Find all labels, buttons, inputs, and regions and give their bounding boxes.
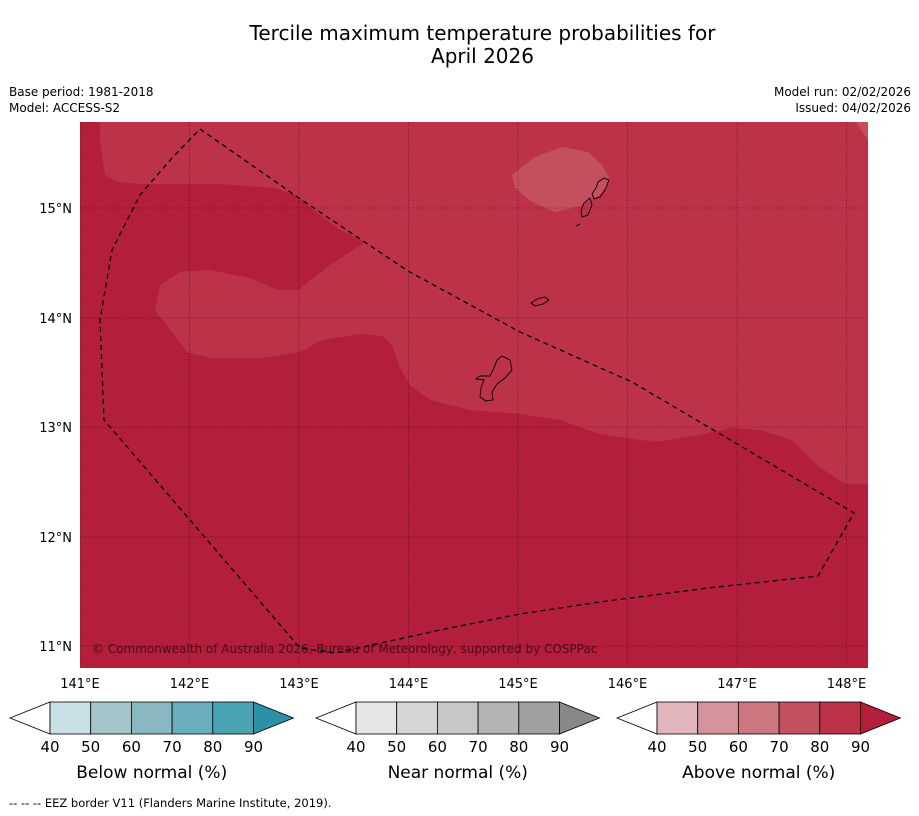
colorbar-segment — [212, 701, 254, 735]
title-line-1: Tercile maximum temperature probabilitie… — [249, 21, 716, 45]
colorbar-tick-label: 90 — [244, 738, 263, 756]
lat-tick-label: 14°N — [39, 312, 72, 327]
map-region-70-patch — [512, 147, 610, 212]
map-area: © Commonwealth of Australia 2026, Bureau… — [80, 122, 868, 668]
title-line-2: April 2026 — [431, 44, 534, 68]
model-run: Model run: 02/02/2026 — [773, 85, 911, 99]
island-aguijan — [575, 223, 581, 227]
colorbar-tick-label: 90 — [550, 738, 569, 756]
colorbar-label: Near normal (%) — [388, 763, 528, 783]
colorbar-segment — [355, 701, 398, 735]
colorbar-tick-label: 70 — [163, 738, 182, 756]
colorbar-extend-low — [8, 701, 51, 735]
colorbar-segment — [49, 701, 92, 735]
eez-border — [99, 128, 855, 654]
colorbar-segment — [697, 701, 739, 735]
colorbar-tick-label: 70 — [469, 738, 488, 756]
island-rota — [530, 296, 550, 307]
lat-tick-label: 15°N — [39, 202, 72, 217]
gridlines — [80, 122, 868, 668]
colorbar-tick-label: 40 — [647, 738, 666, 756]
lon-axis-labels: 141°E 142°E 143°E 144°E 145°E 146°E 147°E 148°E — [60, 677, 866, 692]
lon-tick-label: 148°E — [827, 677, 867, 692]
map-region-80-north — [100, 122, 868, 484]
colorbar-extend-low — [615, 701, 658, 735]
colorbar-label: Above normal (%) — [682, 763, 835, 783]
colorbar-tick-label: 60 — [428, 738, 447, 756]
colorbar-segment — [738, 701, 780, 735]
lon-tick-label: 145°E — [498, 677, 538, 692]
colorbar-segment — [171, 701, 214, 735]
colorbar-tick-label: 50 — [387, 738, 406, 756]
colorbar-extend-high — [253, 701, 295, 735]
colorbar-segment — [436, 701, 479, 735]
issued-date: Issued: 04/02/2026 — [795, 101, 911, 115]
colorbar-below: 40 50 60 70 80 90 Below normal (%) — [8, 701, 295, 783]
colorbar-tick-label: 80 — [203, 738, 222, 756]
colorbar-tick-label: 60 — [729, 738, 748, 756]
colorbar-segment — [819, 701, 861, 735]
colorbars: 40 50 60 70 80 90 Below normal (%) 40 50 60 70 80 90… — [8, 701, 902, 783]
eez-footnote: -- -- -- EEZ border V11 (Flanders Marine… — [9, 796, 332, 810]
colorbar-label: Below normal (%) — [76, 763, 227, 783]
lon-tick-label: 147°E — [717, 677, 757, 692]
colorbar-segment — [656, 701, 699, 735]
colorbar-segment — [396, 701, 438, 735]
lon-tick-label: 144°E — [389, 677, 429, 692]
meta-right: Model run: 02/02/2026 Issued: 04/02/2026 — [774, 84, 911, 116]
colorbar-segment — [477, 701, 520, 735]
colorbar-extend-high — [860, 701, 902, 735]
colorbar-tick-label: 50 — [688, 738, 707, 756]
copyright-notice: © Commonwealth of Australia 2026, Bureau… — [92, 642, 597, 656]
colorbar-extend-low — [314, 701, 357, 735]
colorbar-segment — [90, 701, 132, 735]
colorbar-tick-label: 50 — [81, 738, 100, 756]
model-name: Model: ACCESS-S2 — [9, 101, 121, 115]
map-region-70-corner — [856, 122, 868, 140]
meta-left: Base period: 1981-2018 Model: ACCESS-S2 — [9, 84, 154, 116]
colorbar-tick-label: 90 — [851, 738, 870, 756]
colorbar-extend-high — [559, 701, 601, 735]
base-period: Base period: 1981-2018 — [9, 85, 154, 99]
chart-title: Tercile maximum temperature probabilitie… — [0, 22, 919, 68]
lat-tick-label: 13°N — [39, 421, 72, 436]
colorbar-tick-label: 60 — [122, 738, 141, 756]
colorbar-tick-label: 80 — [509, 738, 528, 756]
colorbar-tick-label: 40 — [40, 738, 59, 756]
colorbar-above: 40 50 60 70 80 90 Above normal (%) — [615, 701, 902, 783]
colorbar-segment — [130, 701, 173, 735]
island-saipan — [591, 177, 610, 200]
lon-tick-label: 143°E — [279, 677, 319, 692]
colorbar-tick-label: 70 — [770, 738, 789, 756]
colorbar-segment — [778, 701, 821, 735]
colorbar-near: 40 50 60 70 80 90 Near normal (%) — [314, 701, 601, 783]
lon-tick-label: 141°E — [60, 677, 100, 692]
islands — [474, 177, 610, 402]
lon-tick-label: 142°E — [170, 677, 210, 692]
island-guam — [474, 355, 513, 402]
island-tinian — [580, 197, 593, 218]
lat-axis-labels: 15°N 14°N 13°N 12°N 11°N — [39, 202, 72, 655]
colorbar-segment — [518, 701, 560, 735]
lat-tick-label: 11°N — [39, 640, 72, 655]
colorbar-tick-label: 80 — [810, 738, 829, 756]
lon-tick-label: 146°E — [608, 677, 648, 692]
colorbar-tick-label: 40 — [346, 738, 365, 756]
lat-tick-label: 12°N — [39, 531, 72, 546]
